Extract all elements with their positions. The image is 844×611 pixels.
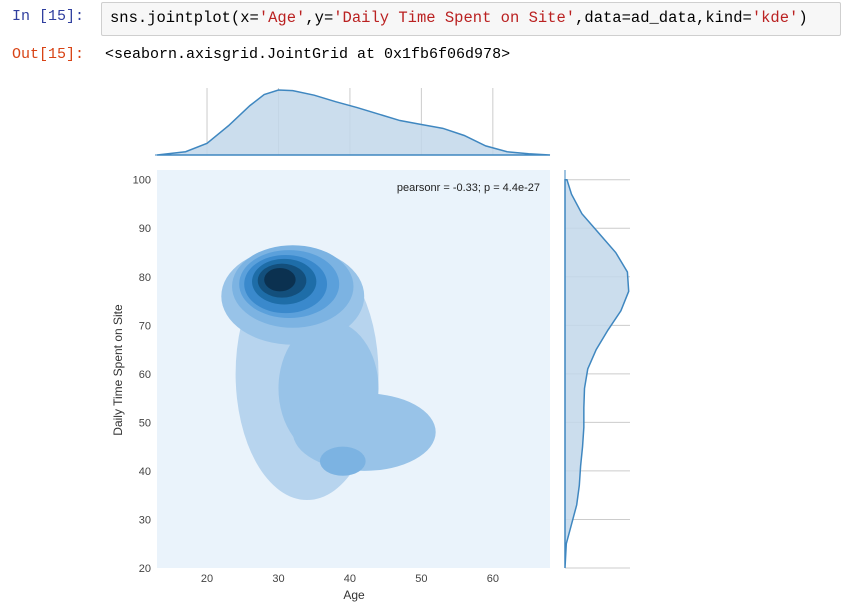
y-ticks: 20 30 40 50 60 70 80 90 100 <box>133 175 151 575</box>
pearson-annotation: pearsonr = -0.33; p = 4.4e-27 <box>397 182 540 194</box>
y-tick-label: 70 <box>139 320 151 332</box>
x-tick-label: 50 <box>415 573 427 585</box>
marginal-x-density <box>156 89 551 156</box>
output-prompt: Out[15]: <box>12 46 85 63</box>
output-text: <seaborn.axisgrid.JointGrid at 0x1fb6f06… <box>105 46 511 63</box>
y-axis-label: Daily Time Spent on Site <box>111 304 125 436</box>
x-tick-label: 30 <box>272 573 284 585</box>
y-tick-label: 90 <box>139 223 151 235</box>
y-tick-label: 40 <box>139 466 151 478</box>
kde-level-8-contour <box>264 268 296 292</box>
input-prompt: In [15]: <box>12 8 85 25</box>
y-tick-label: 20 <box>139 563 151 575</box>
code-part: ) <box>798 9 808 27</box>
y-tick-label: 80 <box>139 272 151 284</box>
marginal-y-density <box>564 178 630 569</box>
x-axis-label: Age <box>343 588 365 602</box>
y-tick-label: 100 <box>133 175 151 187</box>
code-part: sns.jointplot(x= <box>110 9 259 27</box>
code-string: 'Age' <box>258 9 306 27</box>
code-cell[interactable]: sns.jointplot(x='Age',y='Daily Time Spen… <box>101 2 841 36</box>
x-tick-label: 60 <box>487 573 499 585</box>
kde-level-3-contour <box>319 446 366 476</box>
x-tick-label: 20 <box>201 573 213 585</box>
code-part: ,y= <box>305 9 334 27</box>
joint-kde-levels <box>221 245 436 501</box>
y-tick-label: 50 <box>139 417 151 429</box>
code-string: 'Daily Time Spent on Site' <box>333 9 576 27</box>
x-tick-label: 40 <box>344 573 356 585</box>
x-ticks: 20 30 40 50 60 <box>201 573 499 585</box>
code-string: 'kde' <box>751 9 799 27</box>
y-tick-label: 60 <box>139 369 151 381</box>
y-tick-label: 30 <box>139 514 151 526</box>
code-text[interactable]: sns.jointplot(x='Age',y='Daily Time Spen… <box>110 9 808 27</box>
code-part: ,data=ad_data,kind= <box>575 9 752 27</box>
